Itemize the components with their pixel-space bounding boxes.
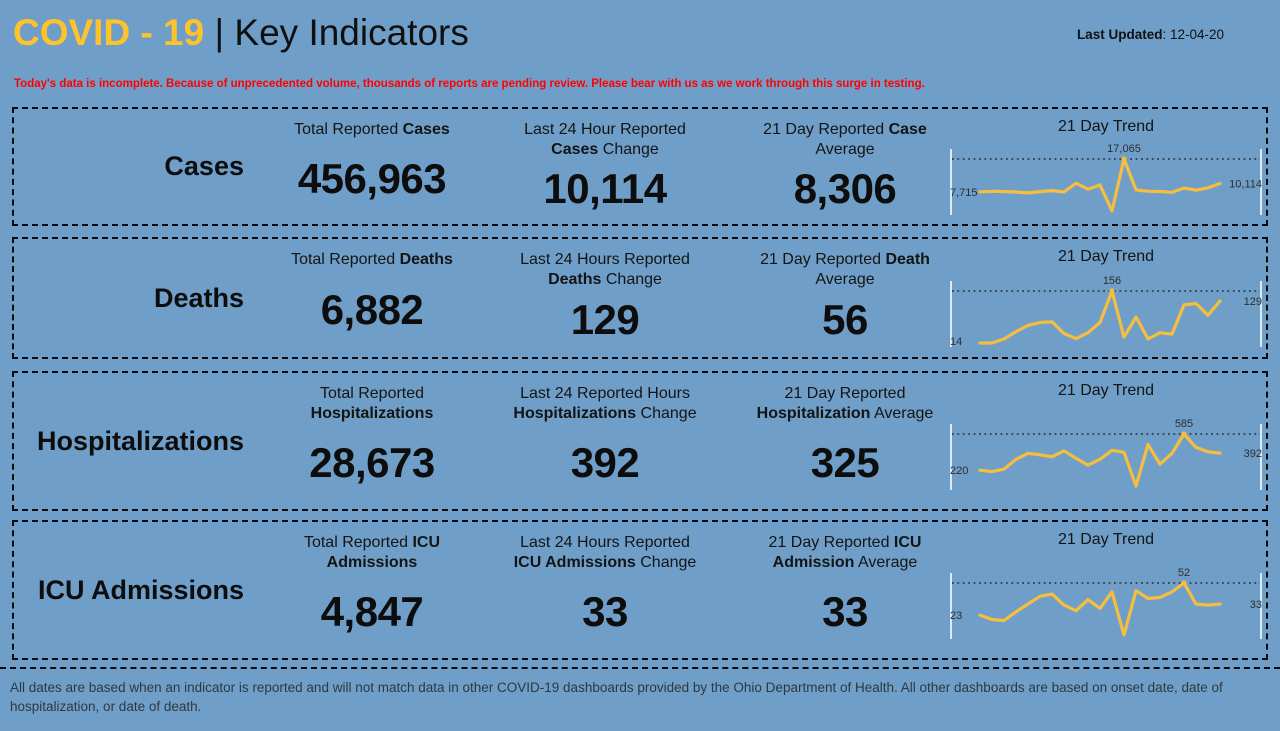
trend-title: 21 Day Trend [1057,248,1155,265]
icu-admissions-average-value: 33 [822,588,868,636]
svg-text:33: 33 [1250,599,1262,611]
indicator-row-icu-admissions: ICU Admissions Total Reported ICU Admiss… [12,520,1268,660]
footer-divider [0,667,1280,669]
total-icu-admissions-value: 4,847 [320,588,424,636]
last-updated-value: : 12-04-20 [1162,27,1224,42]
total-cases-value: 456,963 [297,154,447,202]
svg-text:220: 220 [950,465,968,477]
row-label-cell: Cases [14,109,244,224]
svg-text:585: 585 [1175,418,1193,430]
svg-text:52: 52 [1178,567,1190,579]
row-label-cell: Deaths [14,239,244,357]
title-rest: Key Indicators [234,12,469,53]
icu-admissions-average-header: 21 Day Reported ICU Admission Average [768,534,922,571]
cases-average-value: 8,306 [793,164,897,212]
cases-trend-sparkline: 7,715 17,065 10,114 [950,143,1262,215]
svg-text:14: 14 [950,336,962,348]
hospitalizations-average-header: 21 Day Reported Hospitalization Average [756,385,934,422]
trend-title: 21 Day Trend [1057,118,1155,135]
deaths-change-header: Last 24 Hours Reported Deaths Change [520,251,690,288]
page-title: COVID - 19 | Key Indicators [13,12,469,54]
svg-text:156: 156 [1103,275,1121,287]
row-label: Cases [164,151,244,181]
hospitalizations-average-cell: 21 Day Reported Hospitalization Average … [725,373,965,509]
indicator-row-deaths: Deaths Total Reported Deaths 6,882 Last … [12,237,1268,359]
trend-title: 21 Day Trend [1057,531,1155,548]
cases-average-cell: 21 Day Reported Case Average 8,306 [725,109,965,224]
total-hospitalizations-value: 28,673 [309,439,435,487]
svg-text:129: 129 [1244,295,1262,307]
hospitalizations-trend-cell: 21 Day Trend 220 585 392 [948,373,1264,509]
total-deaths-cell: Total Reported Deaths 6,882 [255,239,489,357]
last-updated-label: Last Updated [1076,27,1163,42]
svg-text:392: 392 [1244,448,1262,460]
deaths-average-header: 21 Day Reported Death Average [760,251,930,288]
icu-admissions-change-header: Last 24 Hours Reported ICU Admissions Ch… [513,534,697,571]
title-accent: COVID - 19 [13,12,205,53]
indicator-row-cases: Cases Total Reported Cases 456,963 Last … [12,107,1268,226]
svg-text:7,715: 7,715 [950,187,978,199]
row-label: Deaths [153,282,244,313]
footer-note: All dates are based when an indicator is… [10,680,1223,714]
svg-text:10,114: 10,114 [1229,178,1262,190]
total-icu-admissions-cell: Total Reported ICU Admissions 4,847 [255,522,489,658]
row-label-cell: ICU Admissions [14,522,244,658]
hospitalizations-change-header: Last 24 Reported Hours Hospitalizations … [513,385,697,422]
icu-admissions-change-value: 33 [582,588,628,636]
icu-admissions-trend-cell: 21 Day Trend 23 52 33 [948,522,1264,658]
row-label: ICU Admissions [37,574,244,605]
cases-average-header: 21 Day Reported Case Average [763,121,927,158]
total-cases-cell: Total Reported Cases 456,963 [255,109,489,224]
cases-change-header: Last 24 Hour Reported Cases Change [524,121,686,158]
deaths-change-value: 129 [570,296,640,344]
icu-admissions-trend-sparkline: 23 52 33 [950,567,1262,639]
cases-trend-cell: 21 Day Trend 7,715 17,065 10,114 [948,109,1264,224]
data-incomplete-warning: Today's data is incomplete. Because of u… [14,78,925,90]
last-updated: Last Updated: 12-04-20 [1077,27,1224,42]
hospitalizations-average-value: 325 [810,439,880,487]
deaths-trend-sparkline: 14 156 129 [950,275,1262,348]
total-hospitalizations-header: Total Reported Hospitalizations [310,385,434,422]
hospitalizations-change-cell: Last 24 Reported Hours Hospitalizations … [485,373,725,509]
icu-admissions-average-cell: 21 Day Reported ICU Admission Average 33 [725,522,965,658]
icu-admissions-change-cell: Last 24 Hours Reported ICU Admissions Ch… [485,522,725,658]
cases-change-value: 10,114 [543,164,667,212]
deaths-average-value: 56 [822,296,868,344]
cases-change-cell: Last 24 Hour Reported Cases Change 10,11… [485,109,725,224]
indicator-row-hospitalizations: Hospitalizations Total Reported Hospital… [12,371,1268,511]
deaths-average-cell: 21 Day Reported Death Average 56 [725,239,965,357]
row-label-cell: Hospitalizations [14,373,244,509]
total-icu-admissions-header: Total Reported ICU Admissions [303,534,441,571]
trend-title: 21 Day Trend [1057,382,1155,399]
row-label: Hospitalizations [36,425,244,456]
svg-text:17,065: 17,065 [1107,143,1141,155]
deaths-change-cell: Last 24 Hours Reported Deaths Change 129 [485,239,725,357]
title-separator: | [214,12,225,53]
deaths-trend-cell: 21 Day Trend 14 156 129 [948,239,1264,357]
hospitalizations-trend-sparkline: 220 585 392 [950,418,1262,490]
hospitalizations-change-value: 392 [570,439,640,487]
svg-text:23: 23 [950,610,962,622]
total-cases-header: Total Reported Cases [294,121,450,138]
total-hospitalizations-cell: Total Reported Hospitalizations 28,673 [255,373,489,509]
total-deaths-header: Total Reported Deaths [291,251,453,268]
total-deaths-value: 6,882 [320,286,424,334]
